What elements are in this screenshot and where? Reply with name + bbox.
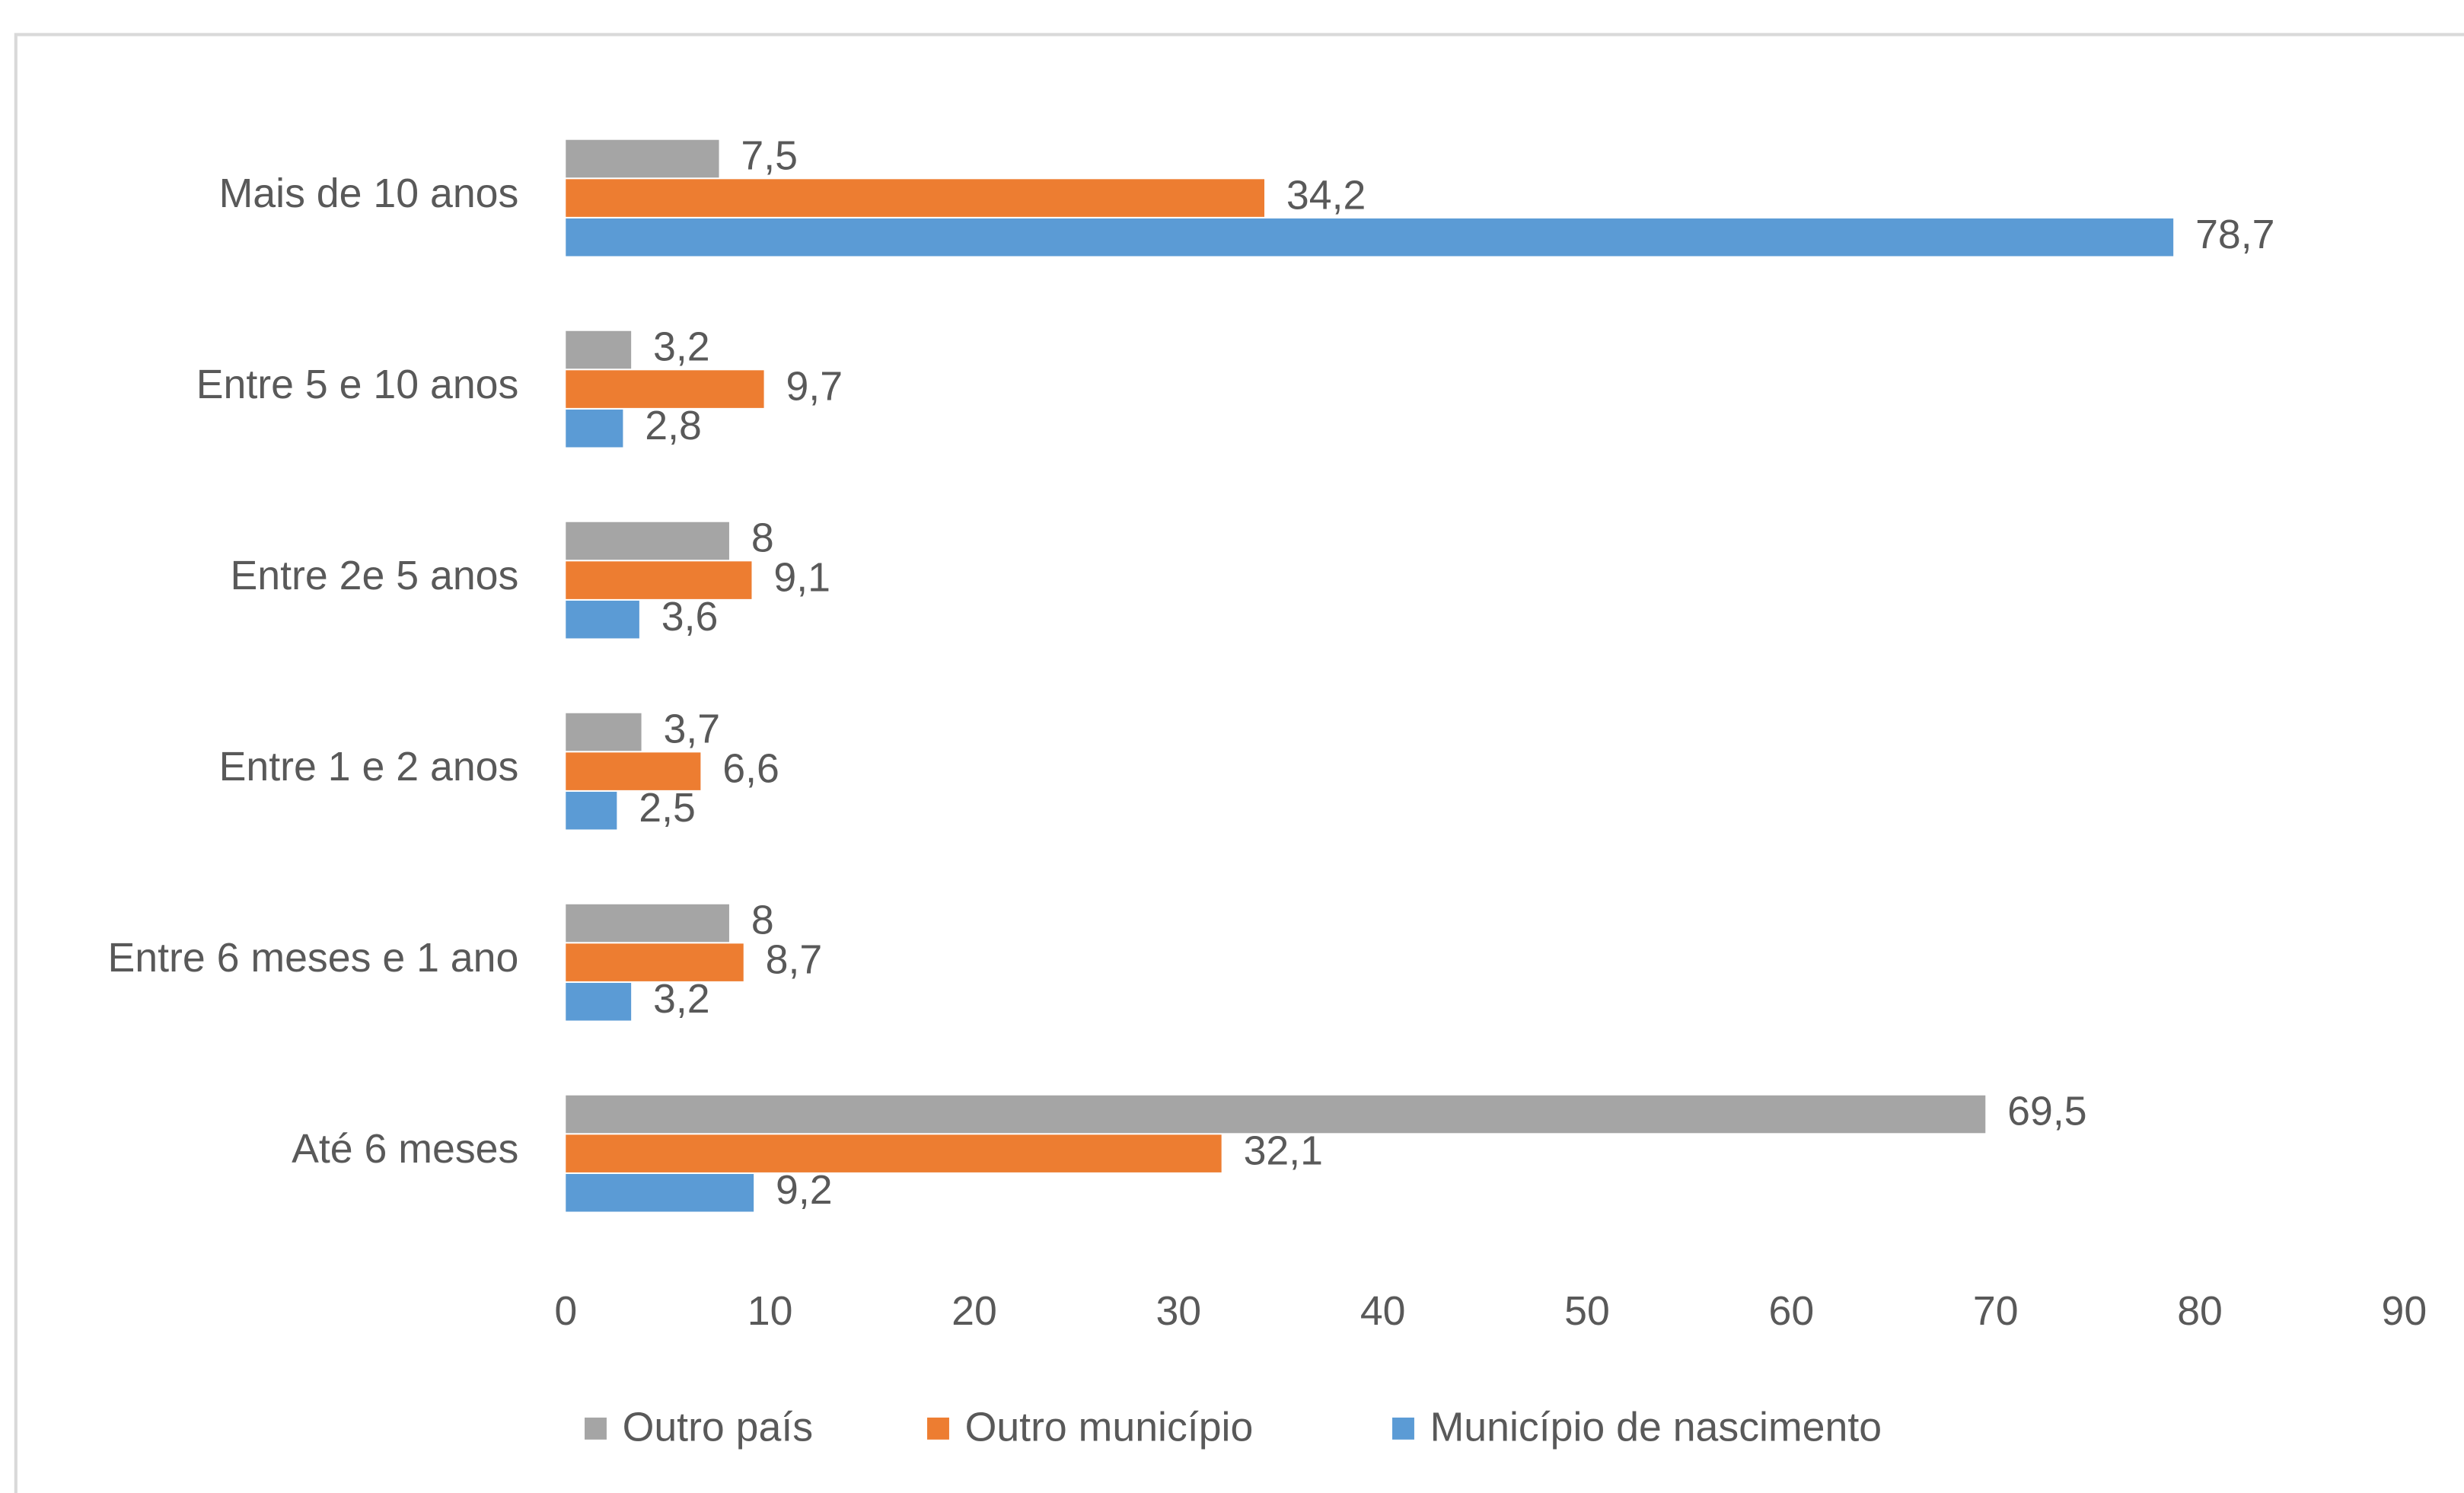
x-tick-label: 0 <box>554 1288 577 1334</box>
bar <box>566 600 639 639</box>
value-label: 9,2 <box>776 1167 833 1213</box>
bar <box>566 409 623 448</box>
value-label: 3,7 <box>663 707 720 752</box>
value-label: 8,7 <box>766 936 823 982</box>
value-label: 78,7 <box>2195 212 2274 257</box>
bar <box>566 982 632 1021</box>
value-label: 6,6 <box>722 745 779 791</box>
bar <box>566 218 2174 257</box>
value-label: 9,1 <box>773 554 830 600</box>
bar <box>566 561 752 599</box>
bar <box>566 713 642 751</box>
legend-swatch <box>585 1417 607 1440</box>
legend-label: Outro país <box>623 1405 814 1450</box>
bar <box>566 1173 754 1212</box>
value-label: 3,2 <box>653 324 710 370</box>
x-tick-label: 10 <box>747 1288 793 1334</box>
value-label: 7,5 <box>741 133 798 179</box>
value-label: 3,6 <box>661 594 719 640</box>
category-label: Mais de 10 anos <box>219 171 519 216</box>
legend-swatch <box>1392 1417 1414 1440</box>
category-label: Entre 5 e 10 anos <box>196 362 519 407</box>
chart-frame <box>14 33 2464 1493</box>
value-label: 8 <box>751 898 774 943</box>
legend-swatch <box>927 1417 949 1440</box>
bar <box>566 752 701 790</box>
x-tick-label: 30 <box>1155 1288 1201 1334</box>
bar <box>566 179 1265 217</box>
value-label: 3,2 <box>653 976 710 1022</box>
x-tick-label: 80 <box>2177 1288 2223 1334</box>
value-label: 8 <box>751 515 774 561</box>
x-tick-label: 40 <box>1360 1288 1406 1334</box>
category-label: Até 6 meses <box>292 1126 518 1172</box>
value-label: 2,5 <box>639 785 696 831</box>
bar <box>566 139 719 178</box>
legend-label: Município de nascimento <box>1430 1405 1882 1450</box>
x-tick-label: 60 <box>1769 1288 1815 1334</box>
legend-label: Outro município <box>965 1405 1254 1450</box>
category-label: Entre 6 meses e 1 ano <box>107 935 518 981</box>
x-tick-label: 50 <box>1564 1288 1610 1334</box>
value-label: 2,8 <box>645 403 702 448</box>
value-label: 32,1 <box>1244 1128 1323 1173</box>
bar <box>566 370 764 408</box>
bar <box>566 904 729 943</box>
x-tick-label: 90 <box>2382 1288 2427 1334</box>
value-label: 34,2 <box>1286 172 1366 218</box>
bar <box>566 791 617 830</box>
value-label: 69,5 <box>2007 1089 2086 1134</box>
bar <box>566 1134 1222 1172</box>
bar <box>566 943 744 981</box>
bar <box>566 522 729 560</box>
x-tick-label: 20 <box>951 1288 997 1334</box>
bar <box>566 1095 1986 1134</box>
bar <box>566 330 632 369</box>
category-label: Entre 2e 5 anos <box>231 553 519 598</box>
category-label: Entre 1 e 2 anos <box>219 744 519 790</box>
x-tick-label: 70 <box>1973 1288 2019 1334</box>
value-label: 9,7 <box>786 363 843 409</box>
